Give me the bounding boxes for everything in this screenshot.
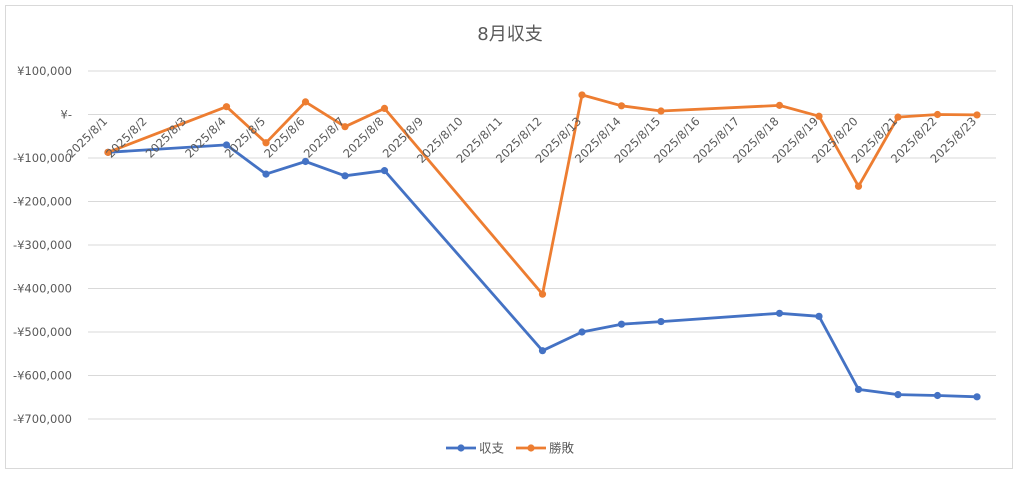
gridlines	[88, 70, 996, 420]
series-2-point	[578, 91, 586, 99]
x-tick-label: 2025/8/2	[103, 114, 149, 160]
series-1-point	[380, 167, 389, 175]
legend-label: 勝敗	[549, 441, 575, 456]
series-1-point	[775, 309, 784, 317]
series-2-point	[222, 103, 231, 111]
x-tick-label: 2025/8/7	[301, 114, 347, 160]
series-2-point	[854, 182, 863, 190]
series-1-point	[538, 347, 547, 355]
series-1-point	[262, 170, 270, 178]
chart-title: 8月収支	[477, 24, 542, 45]
y-tick-label: -¥200,000	[13, 195, 72, 209]
series-line-1	[107, 143, 978, 399]
series-1-point	[854, 385, 863, 394]
series-2-point	[815, 112, 823, 120]
series-2-point	[775, 101, 784, 109]
series-1-point	[815, 312, 823, 320]
series-lines	[104, 91, 981, 401]
y-axis-labels: ¥100,000 ¥- -¥100,000 -¥200,000 -¥300,000 -¥4…	[13, 64, 72, 426]
x-tick-label: 2025/8/8	[340, 114, 386, 160]
y-tick-label: -¥500,000	[13, 325, 72, 339]
legend-label: 収支	[479, 441, 505, 456]
y-tick-label: -¥300,000	[13, 238, 72, 252]
series-2-point	[301, 98, 310, 106]
series-line-2	[107, 93, 978, 296]
legend-item-1: 収支	[446, 441, 505, 456]
series-1-point	[341, 172, 349, 180]
legend-marker	[527, 444, 535, 452]
series-2-point	[933, 110, 942, 119]
series-2-point	[262, 139, 270, 147]
y-tick-label: -¥400,000	[13, 282, 72, 296]
legend-item-2: 勝敗	[516, 441, 575, 456]
chart-frame: 8月収支 ¥100,000 ¥- -¥100,000 -¥200,000 -¥300,0…	[5, 5, 1013, 469]
series-1-point	[933, 391, 942, 400]
series-2-point	[617, 102, 626, 110]
series-1-point	[894, 391, 902, 399]
y-tick-label: ¥100,000	[17, 64, 72, 78]
y-tick-label: ¥-	[61, 108, 72, 122]
series-2-point	[657, 107, 665, 115]
legend: 収支 勝敗	[446, 441, 575, 456]
series-2-point	[894, 113, 902, 121]
series-2-point	[973, 111, 981, 119]
y-tick-label: -¥100,000	[13, 151, 72, 165]
y-tick-label: -¥700,000	[13, 412, 72, 426]
series-1-point	[222, 141, 231, 149]
series-1-point	[617, 320, 626, 328]
series-2-point	[538, 290, 547, 298]
y-tick-label: -¥600,000	[13, 369, 72, 383]
series-1-point	[301, 157, 310, 166]
series-2-point	[104, 148, 112, 156]
series-1-point	[578, 328, 586, 336]
legend-marker	[457, 444, 465, 452]
chart-canvas: 8月収支 ¥100,000 ¥- -¥100,000 -¥200,000 -¥300,0…	[13, 24, 996, 456]
x-tick-label: 2025/8/6	[261, 114, 307, 160]
series-2-point	[380, 104, 389, 113]
series-1-point	[973, 393, 981, 401]
series-2-point	[341, 123, 349, 131]
series-1-point	[657, 317, 665, 326]
